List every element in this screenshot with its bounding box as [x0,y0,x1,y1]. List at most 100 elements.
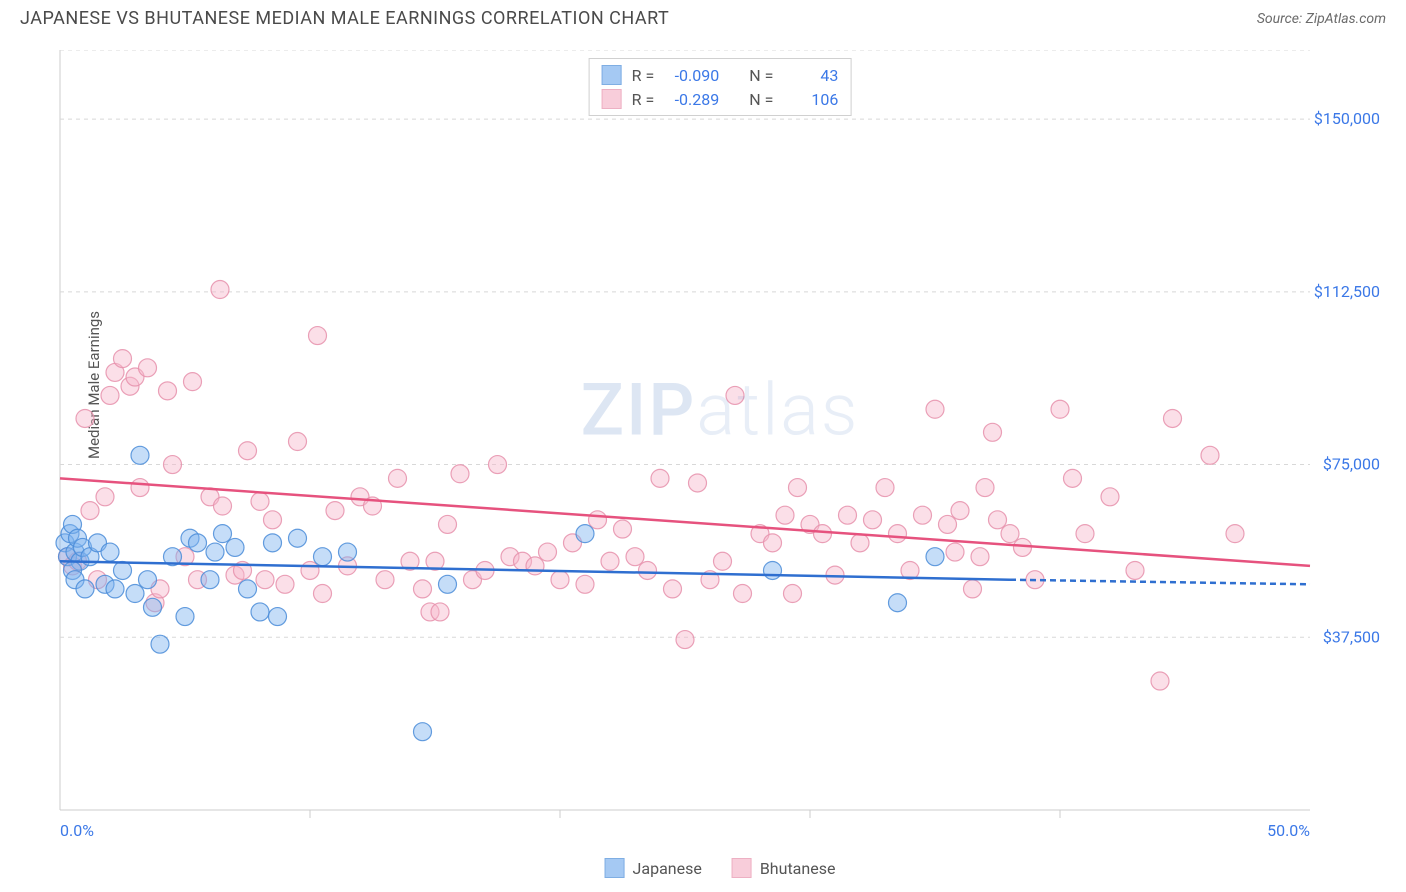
y-tick-label: $75,000 [1323,455,1380,474]
data-point [551,571,569,589]
data-point [81,502,99,520]
data-point [851,534,869,552]
data-point [301,561,319,579]
y-tick-label: $37,500 [1323,627,1380,646]
data-point [159,382,177,400]
data-point [864,511,882,529]
source-label: Source: ZipAtlas.com [1257,11,1386,27]
data-point [184,373,202,391]
data-point [256,571,274,589]
data-point [926,400,944,418]
data-point [431,603,449,621]
data-point [651,469,669,487]
data-point [1201,446,1219,464]
data-point [144,598,162,616]
data-point [576,525,594,543]
data-point [1151,672,1169,690]
chart-title: JAPANESE VS BHUTANESE MEDIAN MALE EARNIN… [20,8,669,29]
data-point [389,469,407,487]
data-point [539,543,557,561]
data-point [176,608,194,626]
data-point [309,327,327,345]
data-point [876,479,894,497]
data-point [664,580,682,598]
data-point [414,580,432,598]
data-point [376,571,394,589]
data-point [714,552,732,570]
legend-swatch [732,858,752,878]
data-point [251,603,269,621]
data-point [971,548,989,566]
scatter-plot: $37,500$75,000$112,500$150,0000.0%50.0% [50,50,1390,850]
data-point [289,433,307,451]
data-point [164,456,182,474]
data-point [1001,525,1019,543]
data-point [914,506,932,524]
correlation-legend: R = -0.090 N = 43 R = -0.289 N = 106 [589,58,852,116]
data-point [76,409,94,427]
data-point [601,552,619,570]
n-value: 106 [783,90,838,109]
data-point [76,580,94,598]
data-point [976,479,994,497]
data-point [776,506,794,524]
x-tick-label: 0.0% [60,821,94,840]
data-point [1076,525,1094,543]
data-point [239,442,257,460]
data-point [414,723,432,741]
x-tick-label: 50.0% [1267,821,1310,840]
data-point [264,511,282,529]
data-point [1051,400,1069,418]
data-point [131,479,149,497]
data-point [764,561,782,579]
legend-stat-row: R = -0.289 N = 106 [602,87,839,111]
data-point [314,548,332,566]
data-point [114,350,132,368]
data-point [239,580,257,598]
data-point [1064,469,1082,487]
data-point [734,585,752,603]
data-point [689,474,707,492]
data-point [206,543,224,561]
legend-item: Japanese [605,858,702,878]
data-point [989,511,1007,529]
data-point [951,502,969,520]
data-point [314,585,332,603]
data-point [764,534,782,552]
data-point [489,456,507,474]
data-point [676,631,694,649]
data-point [889,594,907,612]
data-point [639,561,657,579]
data-point [131,446,149,464]
data-point [984,423,1002,441]
data-point [214,525,232,543]
legend-item: Bhutanese [732,858,836,878]
data-point [269,608,287,626]
legend-label: Japanese [633,859,702,878]
data-point [526,557,544,575]
trend-line [60,478,1310,566]
title-bar: JAPANESE VS BHUTANESE MEDIAN MALE EARNIN… [0,0,1406,35]
series-legend: Japanese Bhutanese [605,858,836,878]
data-point [1164,409,1182,427]
legend-swatch [602,65,622,85]
data-point [839,506,857,524]
data-point [939,515,957,533]
data-point [814,525,832,543]
data-point [211,281,229,299]
data-point [964,580,982,598]
data-point [726,386,744,404]
y-tick-label: $112,500 [1314,282,1380,301]
data-point [189,534,207,552]
data-point [101,386,119,404]
r-value: -0.289 [664,90,719,109]
data-point [151,635,169,653]
data-point [326,502,344,520]
data-point [114,561,132,579]
data-point [214,497,232,515]
data-point [1101,488,1119,506]
data-point [926,548,944,566]
data-point [576,575,594,593]
data-point [106,580,124,598]
data-point [626,548,644,566]
